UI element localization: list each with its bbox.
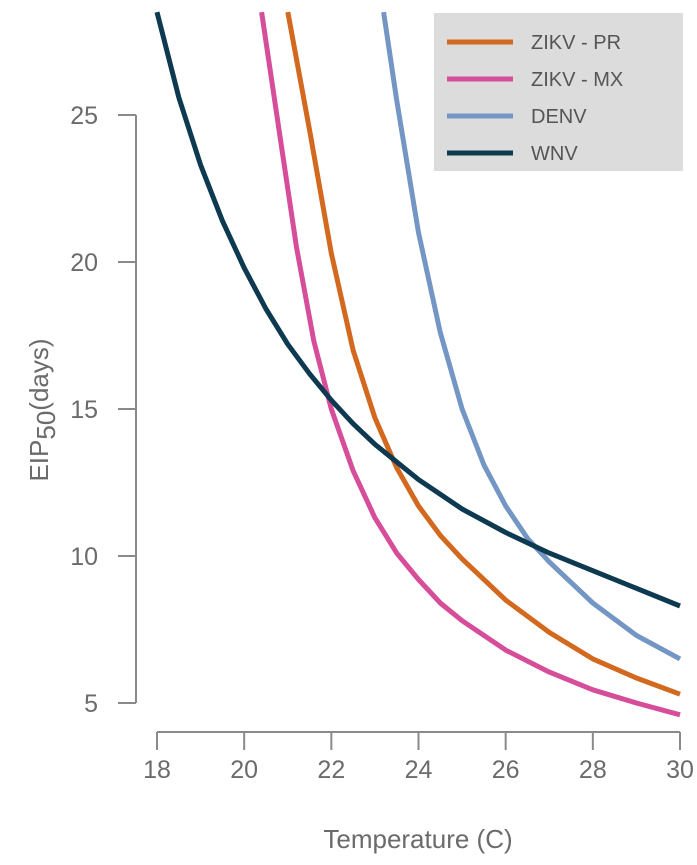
series-line-denv (381, 11, 682, 662)
legend-label: WNV (531, 143, 578, 165)
series-line-zikv-pr (285, 11, 681, 697)
legend: ZIKV - PR ZIKV - MX DENV WNV (434, 13, 683, 171)
x-tick-label: 26 (492, 756, 520, 784)
x-tick-label: 22 (317, 756, 345, 784)
y-tick-label: 15 (70, 396, 98, 424)
y-tick-label: 10 (70, 543, 98, 571)
x-tick-label: 28 (579, 756, 607, 784)
y-tick-label: 25 (70, 102, 98, 130)
x-axis-title: Temperature (C) (323, 824, 512, 854)
series-line-wnv (154, 11, 681, 609)
y-axis-title-main: EIP (24, 440, 54, 482)
y-axis-title: EIP50(days) (24, 338, 61, 481)
y-axis-title-unit: (days) (24, 338, 54, 410)
y-tick-label: 5 (84, 690, 98, 718)
y-tick-label: 20 (70, 249, 98, 277)
legend-background (434, 13, 683, 171)
x-tick-label: 30 (666, 756, 694, 784)
x-tick-label: 18 (143, 756, 171, 784)
legend-label: ZIKV - PR (531, 32, 621, 54)
y-axis: 5 10 15 20 25 (70, 102, 137, 718)
series-lines (154, 11, 682, 718)
legend-label: DENV (531, 106, 587, 128)
x-tick-label: 24 (405, 756, 433, 784)
x-axis: 18 20 22 24 26 28 30 (143, 731, 694, 784)
y-axis-title-subscript: 50 (31, 411, 61, 440)
legend-label: ZIKV - MX (531, 69, 623, 91)
series-line-zikv-mx (259, 11, 681, 718)
x-tick-label: 20 (230, 756, 258, 784)
